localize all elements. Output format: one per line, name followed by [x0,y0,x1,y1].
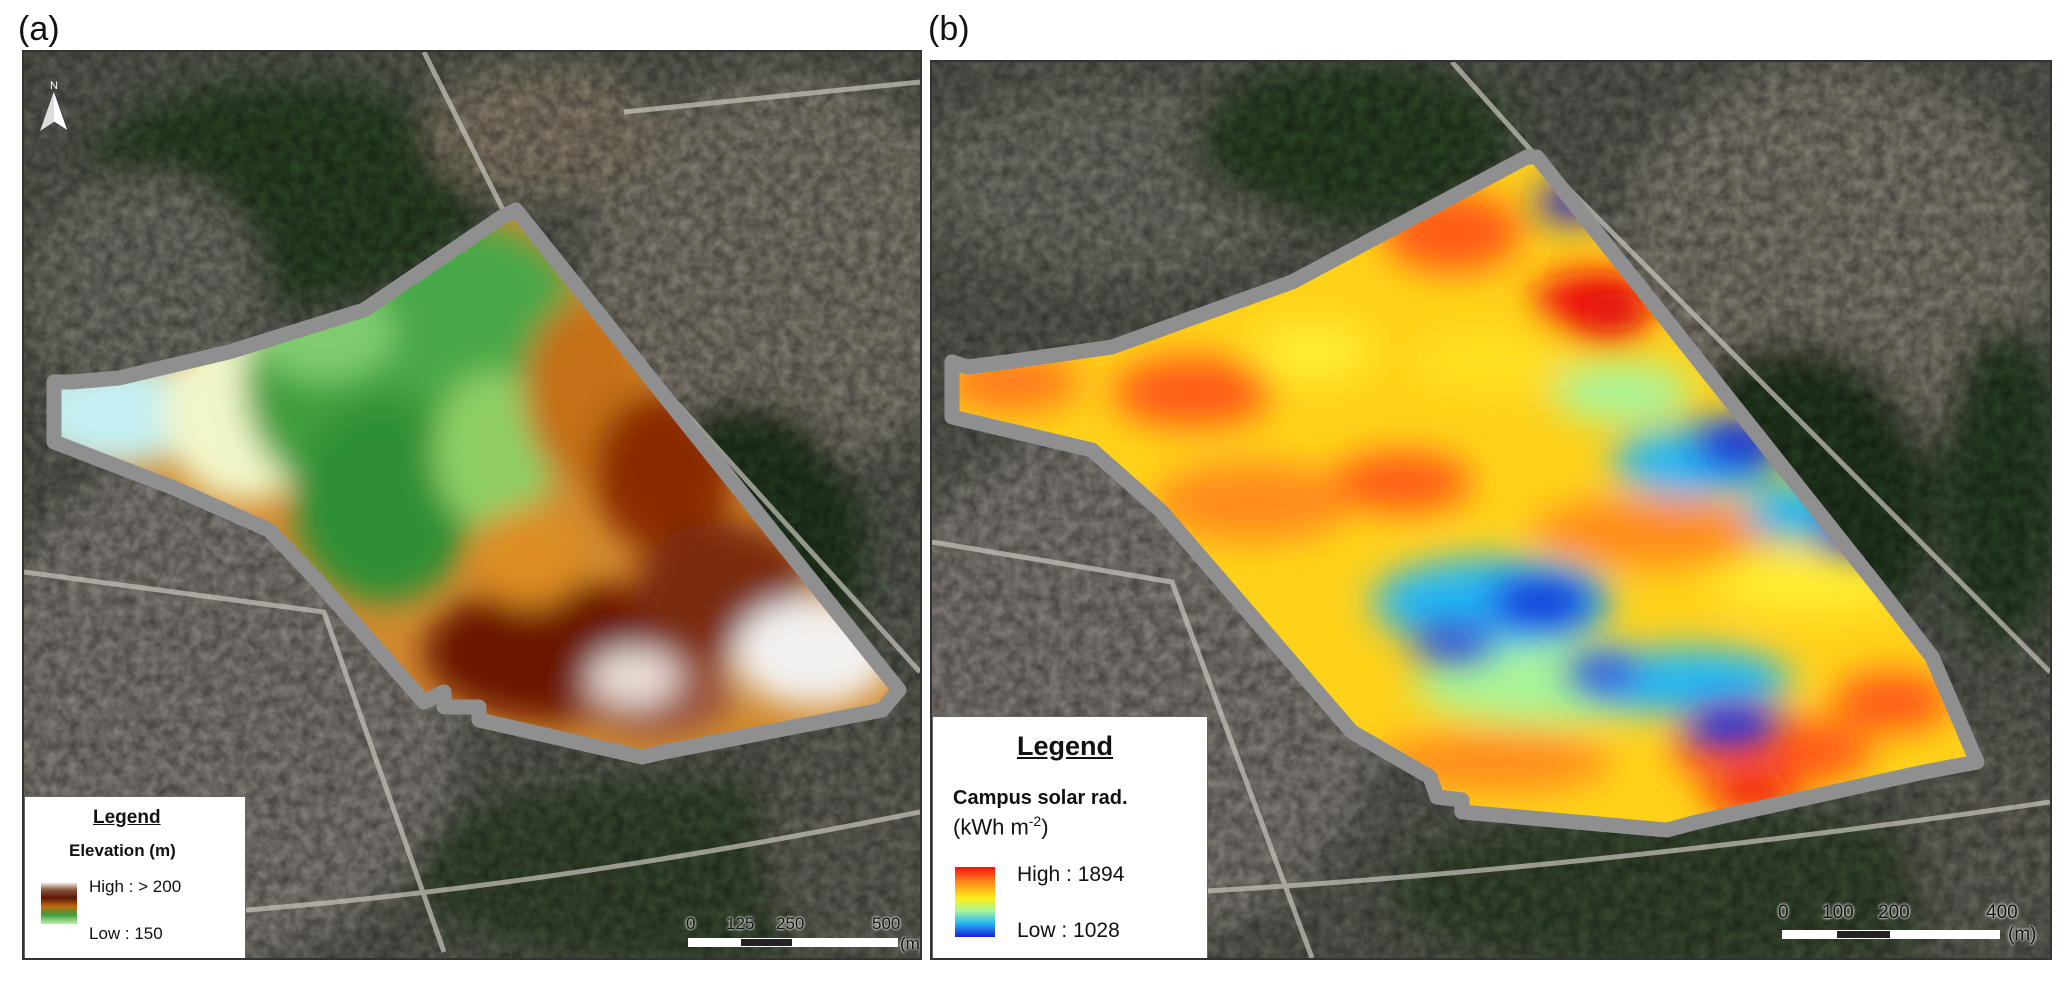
north-arrow-icon: N [34,76,74,136]
scale-segment-b-3 [1890,930,2000,939]
legend-title-a: Legend [93,807,161,828]
legend-low-a: Low : 150 [89,924,163,943]
scale-tick-a-2: 250 [776,914,805,933]
elevation-color-ramp [41,882,77,924]
scale-segment-a-2 [740,938,794,947]
legend-item-solar: Campus solar rad. [953,787,1128,809]
scale-bar-a: 0 125 250 500 (m) [664,914,920,954]
scale-segment-a-3 [792,938,898,947]
campus-boundary-a [46,202,907,765]
scale-unit-a: (m) [900,934,920,953]
scale-bar-b: 0 100 200 400 (m) [1762,902,2050,946]
map-panel-b[interactable]: Legend Campus solar rad. (kWh m-2) High … [930,60,2052,960]
legend-box-a: Legend Elevation (m) High : > 200 Low : … [24,796,246,958]
legend-item-elevation: Elevation (m) [69,841,176,860]
scale-tick-b-2: 200 [1878,902,1910,923]
legend-unit-superscript: -2 [1028,813,1042,829]
scale-unit-b: (m) [2008,924,2037,945]
panel-b-label: (b) [928,10,970,48]
legend-high-a: High : > 200 [89,877,182,896]
scale-tick-b-3: 400 [1986,902,2018,923]
scale-tick-a-3: 500 [872,914,901,933]
scale-tick-a-0: 0 [686,914,696,933]
solar-color-ramp [955,867,995,937]
legend-box-b: Legend Campus solar rad. (kWh m-2) High … [932,716,1208,958]
scale-tick-a-1: 125 [726,914,755,933]
map-panel-a[interactable]: N Legend Elevation (m) High : > 200 Low … [22,50,922,960]
scale-tick-b-1: 100 [1822,902,1854,923]
svg-text:N: N [50,80,58,92]
panel-a-label: (a) [18,10,60,48]
map-a-canvas [24,52,920,958]
legend-low-b: Low : 1028 [1017,919,1120,942]
scale-segment-b-2 [1836,930,1892,939]
scale-segment-a-1 [688,938,742,947]
legend-title-b: Legend [1017,731,1114,761]
legend-unit-b: (kWh m-2) [953,813,1049,840]
campus-boundary-b [944,149,1985,838]
scale-tick-b-0: 0 [1778,902,1789,923]
scale-segment-b-1 [1782,930,1838,939]
legend-high-b: High : 1894 [1017,863,1125,886]
